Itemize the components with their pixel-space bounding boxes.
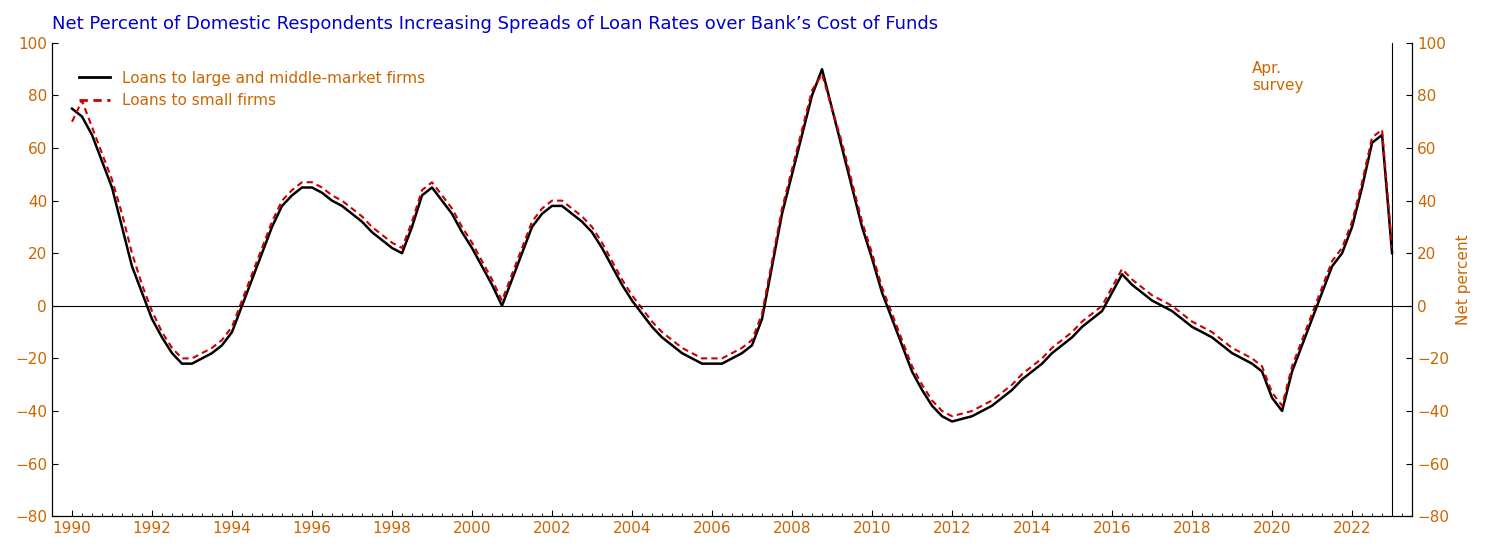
Text: Apr.
survey: Apr. survey (1253, 61, 1303, 93)
Loans to large and middle-market firms (813, 66, 831, 73)
Loans to large and middle-market firms (1323, 263, 1340, 269)
Loans to small firms (153, 329, 171, 336)
Loans to large and middle-market firms (944, 418, 961, 425)
Loans to small firms (993, 389, 1010, 396)
Loans to small firms (944, 413, 961, 419)
Y-axis label: Net percent: Net percent (1456, 234, 1471, 325)
Loans to small firms (953, 410, 970, 417)
Loans to large and middle-market firms (903, 368, 921, 375)
Line: Loans to large and middle-market firms: Loans to large and middle-market firms (71, 69, 1392, 422)
Loans to small firms (813, 71, 831, 78)
Loans to small firms (903, 363, 921, 370)
Loans to large and middle-market firms (953, 415, 970, 422)
Legend: Loans to large and middle-market firms, Loans to small firms: Loans to large and middle-market firms, … (73, 64, 431, 115)
Loans to large and middle-market firms (993, 395, 1010, 401)
Loans to small firms (1323, 258, 1340, 264)
Loans to small firms (62, 118, 80, 125)
Loans to large and middle-market firms (153, 334, 171, 341)
Loans to large and middle-market firms (1383, 250, 1401, 257)
Loans to small firms (1383, 245, 1401, 251)
Loans to small firms (1354, 179, 1372, 186)
Loans to large and middle-market firms (1354, 184, 1372, 191)
Loans to large and middle-market firms (62, 105, 80, 112)
Text: Net Percent of Domestic Respondents Increasing Spreads of Loan Rates over Bank’s: Net Percent of Domestic Respondents Incr… (52, 15, 938, 33)
Line: Loans to small firms: Loans to small firms (71, 74, 1392, 416)
